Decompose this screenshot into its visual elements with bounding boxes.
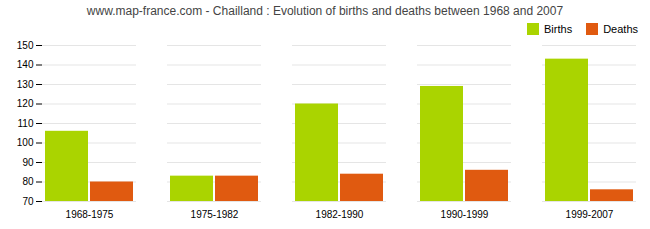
svg-text:140: 140	[17, 59, 34, 70]
svg-text:1975-1982: 1975-1982	[191, 209, 239, 220]
svg-text:1990-1999: 1990-1999	[441, 209, 489, 220]
html-text:www.map-france.com - Chailland: www.map-france.com - Chailland : Evoluti…	[86, 4, 564, 18]
svg-text:100: 100	[17, 137, 34, 148]
svg-text:90: 90	[22, 157, 34, 168]
svg-text:1982-1990: 1982-1990	[316, 209, 364, 220]
svg-text:1968-1975: 1968-1975	[66, 209, 114, 220]
svg-text:110: 110	[18, 118, 34, 129]
html-text:Deaths: Deaths	[603, 23, 638, 35]
svg-text:150: 150	[17, 40, 34, 51]
svg-text:120: 120	[17, 98, 34, 109]
svg-text:130: 130	[17, 79, 34, 90]
svg-text:1999-2007: 1999-2007	[566, 209, 614, 220]
html-text:Births: Births	[544, 23, 573, 35]
svg-text:70: 70	[22, 196, 34, 207]
svg-text:80: 80	[22, 176, 34, 187]
